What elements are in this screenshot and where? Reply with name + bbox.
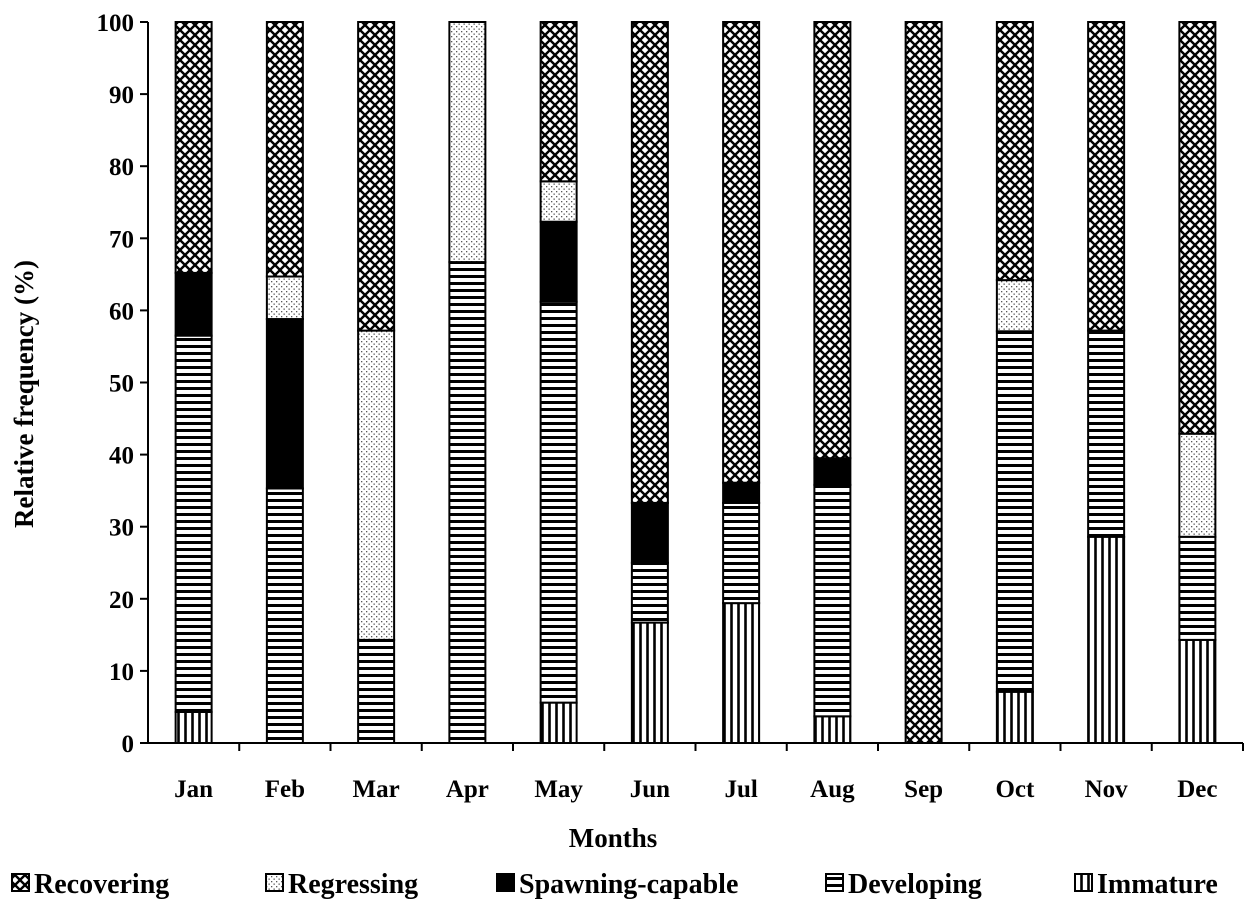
legend-swatch-immature: [1074, 873, 1093, 892]
y-tick-label: 40: [109, 443, 134, 470]
x-tick-label-jun: Jun: [630, 776, 670, 803]
bar-segment-feb-developing: [265, 487, 304, 744]
bar-segment-aug-recovering: [813, 21, 852, 460]
x-tick-label-nov: Nov: [1085, 776, 1129, 803]
y-tick-label: 0: [122, 731, 135, 758]
x-tick-label-jul: Jul: [724, 776, 757, 803]
bar-segment-jun-developing: [630, 561, 669, 624]
legend-label-regressing: Regressing: [288, 869, 418, 900]
y-tick-label: 30: [109, 515, 134, 542]
bar-segment-apr-regressing: [448, 21, 487, 264]
bar-segment-jul-immature: [722, 602, 761, 744]
bar-segment-nov-recovering: [1087, 21, 1126, 332]
x-tick-label-dec: Dec: [1177, 776, 1217, 803]
bar-segment-dec-developing: [1178, 535, 1217, 641]
bar-segment-aug-immature: [813, 715, 852, 744]
legend-swatch-spawning-capable: [496, 873, 515, 892]
bar-segment-oct-recovering: [995, 21, 1034, 282]
x-tick-label-jan: Jan: [174, 776, 213, 803]
bar-segment-may-spawning-capable: [539, 220, 578, 303]
bar-segment-jul-recovering: [722, 21, 761, 484]
y-tick-label: 70: [109, 226, 134, 253]
bar-segment-feb-recovering: [265, 21, 304, 278]
x-axis-title: Months: [569, 823, 658, 853]
bar-segment-jun-spawning-capable: [630, 501, 669, 564]
legend-swatch-recovering: [11, 873, 30, 892]
legend-label-developing: Developing: [848, 869, 982, 900]
bar-segment-may-recovering: [539, 21, 578, 183]
y-tick-label: 80: [109, 154, 134, 181]
bar-segment-dec-recovering: [1178, 21, 1217, 435]
axes-layer: 0 10 20 30 40 50 60 70 80 90 100 Jan Feb Mar Apr May Jun…: [97, 10, 1244, 803]
bar-segment-aug-developing: [813, 483, 852, 718]
bar-segment-jul-spawning-capable: [722, 481, 761, 504]
bar-segment-oct-immature: [995, 690, 1034, 745]
bar-segment-may-immature: [539, 701, 578, 745]
x-tick-label-sep: Sep: [904, 776, 943, 803]
bar-segment-jul-developing: [722, 501, 761, 605]
legend-swatch-regressing: [265, 873, 284, 892]
legend: Recovering Regressing Spawning-capable Deve…: [11, 869, 1218, 900]
y-tick-label: 100: [97, 10, 135, 37]
bar-segment-aug-spawning-capable: [813, 457, 852, 486]
bar-segment-may-developing: [539, 300, 578, 704]
y-tick-label: 20: [109, 587, 134, 614]
bar-segment-mar-recovering: [357, 21, 396, 332]
bar-segment-jan-immature: [174, 710, 213, 745]
y-tick-label: 10: [109, 659, 134, 686]
y-tick-label: 90: [109, 82, 134, 109]
bar-segment-mar-regressing: [357, 329, 396, 641]
x-tick-label-apr: Apr: [446, 776, 489, 803]
bar-segment-apr-developing: [448, 261, 487, 744]
bars-layer: [174, 21, 1217, 745]
legend-label-spawning-capable: Spawning-capable: [519, 869, 738, 900]
legend-label-immature: Immature: [1097, 869, 1218, 900]
bar-segment-jan-recovering: [174, 21, 213, 274]
bar-segment-dec-regressing: [1178, 432, 1217, 538]
bar-segment-sep-recovering: [904, 21, 943, 744]
x-tick-label-aug: Aug: [810, 776, 855, 803]
bar-segment-nov-immature: [1087, 535, 1126, 744]
y-tick-label: 50: [109, 371, 134, 398]
bar-segment-jan-spawning-capable: [174, 271, 213, 337]
bar-segment-jun-immature: [630, 621, 669, 745]
bar-segment-may-regressing: [539, 180, 578, 223]
x-tick-label-feb: Feb: [265, 776, 305, 803]
bar-segment-oct-developing: [995, 330, 1034, 693]
x-tick-label-may: May: [534, 776, 583, 803]
bar-segment-oct-regressing: [995, 279, 1034, 333]
bar-segment-nov-developing: [1087, 329, 1126, 538]
y-axis-title: Relative frequency (%): [9, 260, 39, 528]
legend-swatch-developing: [825, 873, 844, 892]
legend-label-recovering: Recovering: [34, 869, 169, 900]
bar-segment-jun-recovering: [630, 21, 669, 504]
bar-segment-feb-regressing: [265, 275, 304, 321]
y-tick-label: 60: [109, 298, 134, 325]
bar-segment-feb-spawning-capable: [265, 318, 304, 490]
bar-segment-jan-developing: [174, 334, 213, 713]
x-tick-label-mar: Mar: [353, 776, 400, 803]
x-tick-label-oct: Oct: [995, 776, 1035, 803]
bar-segment-mar-developing: [357, 638, 396, 744]
bar-segment-dec-immature: [1178, 638, 1217, 744]
